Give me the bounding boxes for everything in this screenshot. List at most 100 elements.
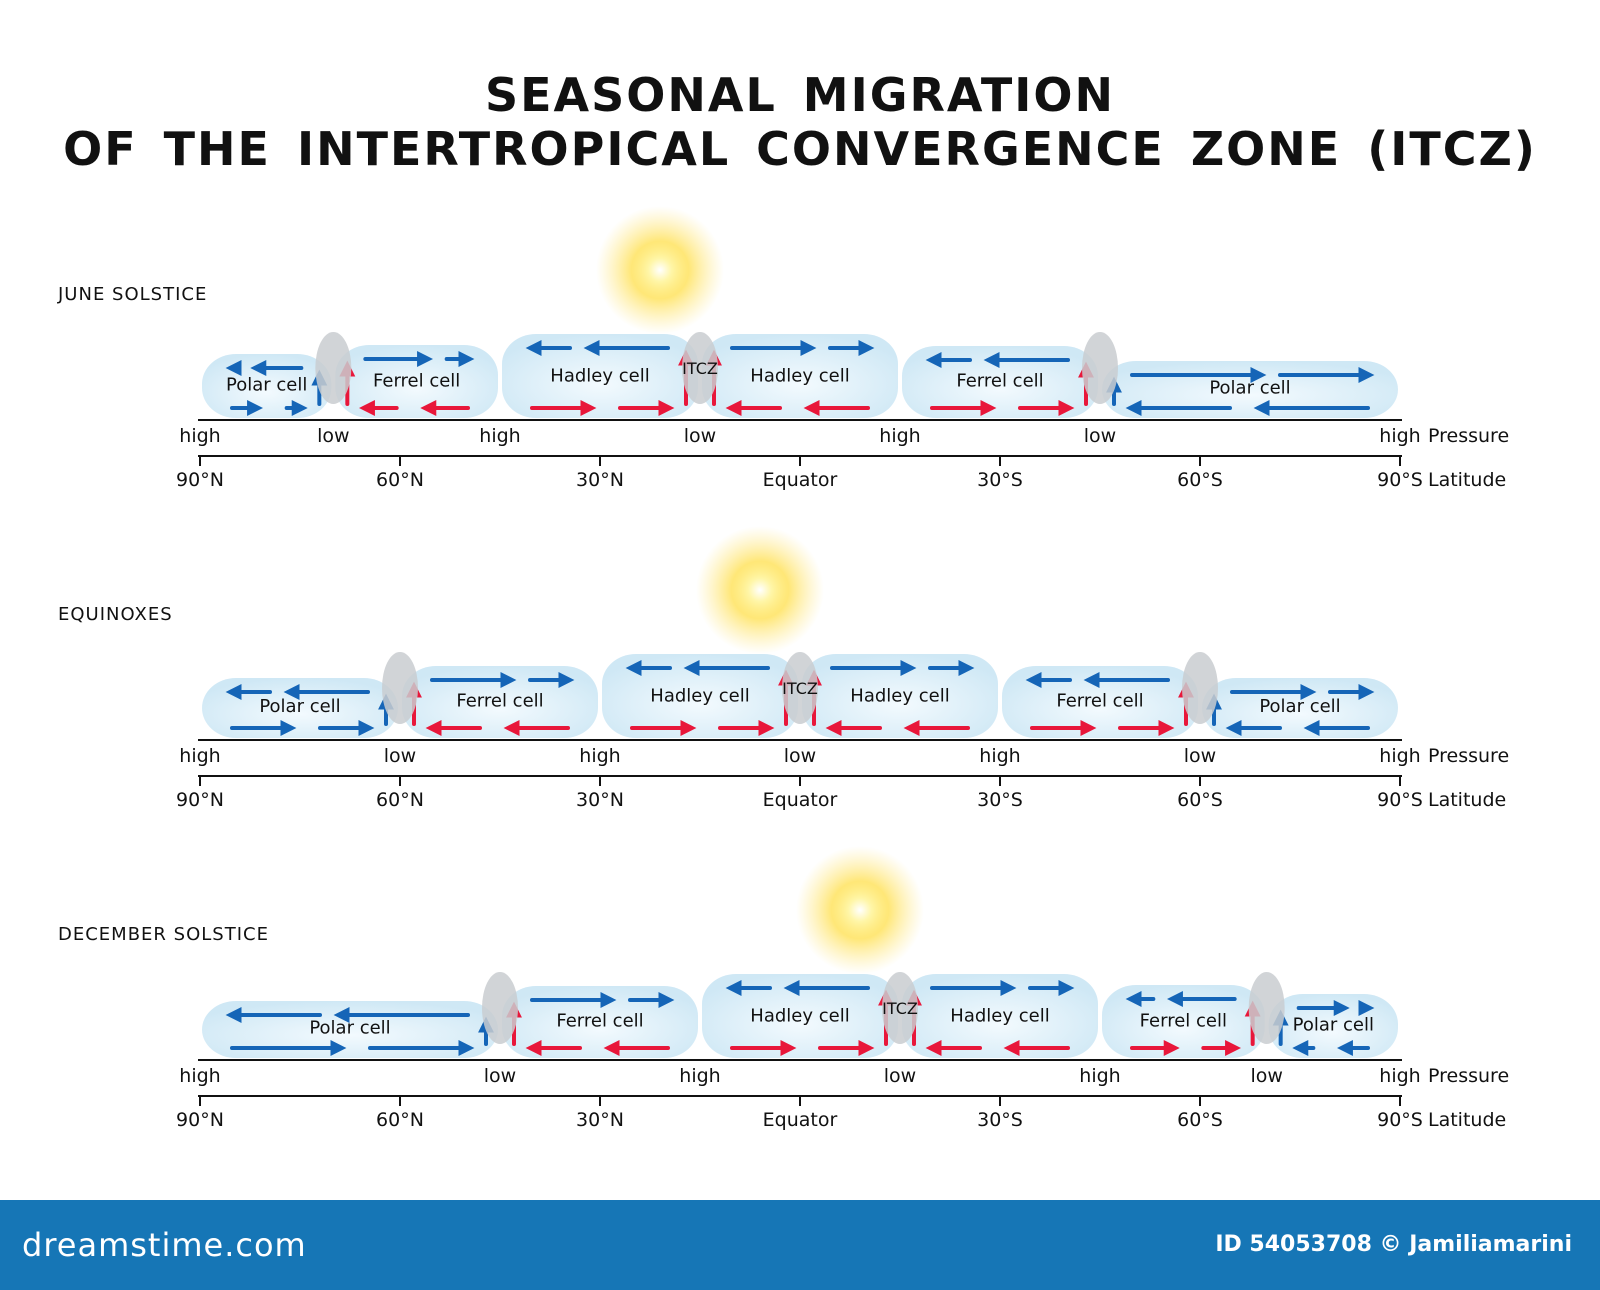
- cell-envelope: [802, 654, 998, 738]
- latitude-tick-label: Equator: [763, 789, 838, 811]
- latitude-tick-label: 30°S: [977, 789, 1023, 811]
- image-credit: ID 54053708 © Jamiliamarini: [1215, 1232, 1572, 1257]
- cell-envelope: [702, 334, 898, 418]
- latitude-tick-label: 90°N: [176, 1109, 224, 1131]
- brand-logo-text[interactable]: dreamstime.com: [22, 1226, 307, 1264]
- pressure-row-title: Pressure: [1428, 425, 1509, 447]
- cell-label: Polar cell: [1259, 696, 1340, 717]
- cell-label: Ferrel cell: [956, 371, 1043, 392]
- cell-label: Hadley cell: [950, 1005, 1049, 1026]
- pressure-label: low: [1250, 1065, 1282, 1087]
- cell-envelope: [1002, 666, 1198, 738]
- cloud-icon: [1248, 972, 1285, 1044]
- pressure-label: high: [1379, 425, 1420, 447]
- panel-0: JUNE SOLSTICE Polar cell Ferrel cell Hadley…: [57, 206, 1509, 491]
- latitude-tick-label: 90°S: [1377, 1109, 1423, 1131]
- cell-label: Polar cell: [1209, 377, 1290, 398]
- latitude-tick-label: 90°N: [176, 469, 224, 491]
- title-line-2: OF THE INTERTROPICAL CONVERGENCE ZONE (I…: [63, 122, 1537, 176]
- cloud-icon: [782, 652, 818, 724]
- cloud-icon: [1182, 652, 1218, 724]
- pressure-label: high: [579, 745, 620, 767]
- pressure-label: low: [384, 745, 416, 767]
- cell-envelope: [502, 986, 698, 1058]
- cell-label: Ferrel cell: [373, 370, 460, 391]
- cell-label: Polar cell: [226, 374, 307, 395]
- latitude-row-title: Latitude: [1428, 789, 1506, 811]
- cloud-icon: [382, 652, 418, 724]
- cell-label: Hadley cell: [850, 685, 949, 706]
- title-line-1: SEASONAL MIGRATION: [484, 68, 1115, 122]
- panels-layer: JUNE SOLSTICE Polar cell Ferrel cell Hadley…: [57, 206, 1509, 1131]
- cloud-icon: [482, 972, 518, 1044]
- pressure-label: high: [679, 1065, 720, 1087]
- cell-envelope: [602, 654, 798, 738]
- cell-envelope: [1102, 985, 1265, 1058]
- pressure-label: high: [179, 745, 220, 767]
- latitude-tick-label: 60°S: [1177, 789, 1223, 811]
- pressure-label: high: [1379, 745, 1420, 767]
- cell-label: Ferrel cell: [456, 691, 543, 712]
- cell-label: Polar cell: [1293, 1014, 1374, 1035]
- itcz-label: ITCZ: [882, 999, 918, 1018]
- footer-bar: dreamstime.com ID 54053708 © Jamiliamari…: [0, 1200, 1600, 1290]
- cloud-icon: [682, 332, 718, 404]
- cell-label: Ferrel cell: [556, 1011, 643, 1032]
- cloud-icon: [315, 332, 352, 404]
- sun-icon: [796, 846, 924, 974]
- itcz-diagram: JUNE SOLSTICE Polar cell Ferrel cell Hadley…: [57, 206, 1509, 1131]
- pressure-row-title: Pressure: [1428, 1065, 1509, 1087]
- pressure-label: low: [684, 425, 716, 447]
- latitude-tick-label: Equator: [763, 1109, 838, 1131]
- cell-label: Hadley cell: [650, 685, 749, 706]
- cell-label: Hadley cell: [750, 365, 849, 386]
- pressure-label: low: [884, 1065, 916, 1087]
- cloud-icon: [882, 972, 918, 1044]
- pressure-label: high: [1079, 1065, 1120, 1087]
- cell-envelope: [502, 334, 698, 418]
- sun-icon: [696, 526, 824, 654]
- cell-envelope: [335, 345, 498, 418]
- panel-label: JUNE SOLSTICE: [57, 284, 207, 305]
- pressure-label: high: [179, 1065, 220, 1087]
- latitude-tick-label: Equator: [763, 469, 838, 491]
- latitude-tick-label: 90°N: [176, 789, 224, 811]
- cell-label: Ferrel cell: [1056, 691, 1143, 712]
- cell-label: Hadley cell: [750, 1005, 849, 1026]
- latitude-tick-label: 60°S: [1177, 469, 1223, 491]
- latitude-row-title: Latitude: [1428, 469, 1506, 491]
- itcz-label: ITCZ: [782, 679, 818, 698]
- latitude-tick-label: 60°N: [376, 469, 424, 491]
- pressure-label: low: [1084, 425, 1116, 447]
- cell-label: Polar cell: [309, 1017, 390, 1038]
- latitude-tick-label: 60°N: [376, 1109, 424, 1131]
- pressure-label: high: [1379, 1065, 1420, 1087]
- latitude-tick-label: 90°S: [1377, 789, 1423, 811]
- pressure-label: low: [484, 1065, 516, 1087]
- pressure-label: low: [1184, 745, 1216, 767]
- pressure-label: high: [179, 425, 220, 447]
- latitude-tick-label: 30°N: [576, 789, 624, 811]
- cell-label: Ferrel cell: [1140, 1010, 1227, 1031]
- cell-label: Polar cell: [259, 696, 340, 717]
- latitude-tick-label: 30°S: [977, 1109, 1023, 1131]
- latitude-row-title: Latitude: [1428, 1109, 1506, 1131]
- latitude-tick-label: 60°N: [376, 789, 424, 811]
- pressure-label: high: [879, 425, 920, 447]
- latitude-tick-label: 60°S: [1177, 1109, 1223, 1131]
- pressure-row-title: Pressure: [1428, 745, 1509, 767]
- panel-2: DECEMBER SOLSTICE Polar cell Ferrel cell Ha…: [58, 846, 1509, 1131]
- cell-envelope: [402, 666, 598, 738]
- diagram-title: SEASONAL MIGRATION OF THE INTERTROPICAL …: [0, 68, 1600, 176]
- latitude-tick-label: 30°N: [576, 1109, 624, 1131]
- pressure-label: high: [979, 745, 1020, 767]
- panel-1: EQUINOXES Polar cell Ferrel cell Hadley cel…: [58, 526, 1509, 811]
- panel-label: DECEMBER SOLSTICE: [58, 924, 269, 945]
- latitude-tick-label: 90°S: [1377, 469, 1423, 491]
- pressure-label: low: [784, 745, 816, 767]
- pressure-label: low: [317, 425, 349, 447]
- panel-label: EQUINOXES: [58, 604, 173, 625]
- latitude-tick-label: 30°S: [977, 469, 1023, 491]
- cell-label: Hadley cell: [550, 365, 649, 386]
- pressure-label: high: [479, 425, 520, 447]
